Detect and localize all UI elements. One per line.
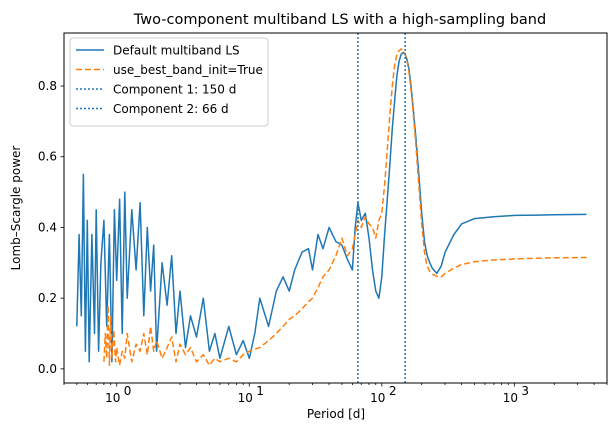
- y-tick-label: 0.2: [38, 291, 57, 305]
- plot-area: [76, 33, 587, 383]
- x-axis-label: Period [d]: [307, 407, 365, 421]
- y-axis: 0.0 0.2 0.4 0.6 0.8: [38, 79, 64, 376]
- x-tick-label: 10: [105, 391, 120, 405]
- x-tick-exponent: 0: [124, 384, 132, 398]
- y-tick-label: 0.8: [38, 79, 57, 93]
- x-tick-label: 10: [370, 391, 385, 405]
- y-axis-label: Lomb–Scargle power: [9, 146, 23, 271]
- chart-title: Two-component multiband LS with a high-s…: [133, 12, 546, 28]
- series-line-1: [103, 48, 587, 367]
- y-tick-label: 0.6: [38, 150, 57, 164]
- legend-label-3: Component 2: 66 d: [113, 102, 229, 116]
- legend-label-1: use_best_band_init=True: [113, 63, 263, 77]
- legend-box: [69, 37, 269, 127]
- legend: Default multiband LS use_best_band_init=T…: [69, 37, 269, 127]
- x-tick-exponent: 2: [389, 384, 397, 398]
- y-tick-label: 0.0: [38, 362, 57, 376]
- y-tick-label: 0.4: [38, 220, 57, 234]
- series-line-0: [76, 51, 587, 363]
- x-axis: 10 0 10 1 10 2 10 3: [63, 383, 608, 405]
- x-tick-label: 10: [503, 391, 518, 405]
- plot-frame: [63, 32, 608, 384]
- x-tick-label: 10: [238, 391, 253, 405]
- x-tick-exponent: 3: [521, 384, 529, 398]
- legend-label-2: Component 1: 150 d: [113, 83, 236, 97]
- x-tick-exponent: 1: [256, 384, 264, 398]
- legend-label-0: Default multiband LS: [113, 44, 240, 58]
